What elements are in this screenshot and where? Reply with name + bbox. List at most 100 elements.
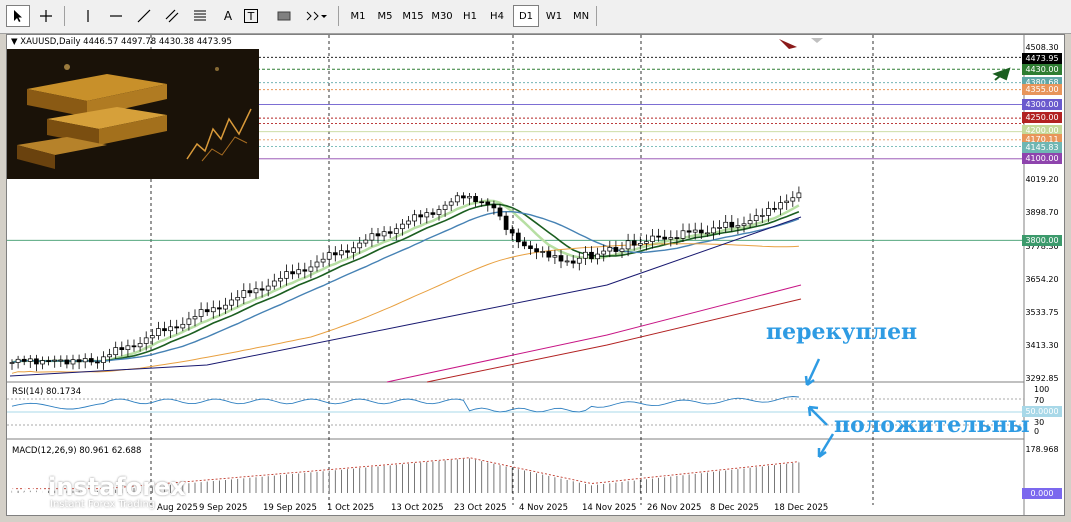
date-label: 13 Oct 2025 bbox=[391, 503, 444, 513]
label-icon[interactable]: T bbox=[244, 9, 258, 23]
candle-body bbox=[52, 359, 58, 362]
price-axis-label: 3533.75 bbox=[1025, 308, 1059, 317]
candle-body bbox=[625, 240, 631, 250]
price-axis-label: 4508.30 bbox=[1025, 43, 1059, 52]
timeframe-m15[interactable]: M15 bbox=[402, 10, 424, 22]
candle-body bbox=[717, 227, 722, 229]
candle-body bbox=[241, 290, 247, 298]
candle-body bbox=[753, 215, 759, 221]
timeframe-h1[interactable]: H1 bbox=[463, 10, 477, 22]
timeframe-m5[interactable]: M5 bbox=[377, 10, 393, 22]
shapes-icon[interactable] bbox=[302, 5, 330, 27]
candle-body bbox=[741, 223, 747, 226]
candle-body bbox=[119, 347, 125, 350]
date-label: 9 Sep 2025 bbox=[199, 503, 248, 513]
candle-body bbox=[162, 328, 167, 332]
candle-body bbox=[607, 247, 613, 252]
candle-body bbox=[503, 215, 509, 230]
collapse-triangle-icon[interactable]: ▼ bbox=[11, 37, 18, 47]
candle-body bbox=[46, 360, 51, 362]
ma-navy-line bbox=[9, 216, 802, 377]
price-tag-level: 4430.00 bbox=[1022, 64, 1062, 75]
candle-body bbox=[668, 237, 674, 240]
text-icon[interactable]: A bbox=[223, 9, 233, 23]
candle-body bbox=[631, 240, 637, 246]
candle-body bbox=[314, 261, 320, 268]
price-axis-label: 3654.20 bbox=[1025, 275, 1059, 284]
candle-body bbox=[387, 231, 393, 234]
price-tag-level: 4300.00 bbox=[1022, 99, 1062, 110]
crosshair-icon[interactable] bbox=[34, 5, 58, 27]
candle-body bbox=[662, 236, 668, 240]
rectangle-icon[interactable] bbox=[272, 5, 296, 27]
date-label: Aug 2025 bbox=[157, 503, 198, 513]
candle-body bbox=[339, 250, 344, 256]
blue-arrow-icon bbox=[807, 405, 828, 426]
price-axis-label: 3898.70 bbox=[1025, 208, 1059, 217]
candle-body bbox=[82, 358, 88, 363]
trendline-icon[interactable] bbox=[132, 5, 156, 27]
vertical-line-icon[interactable] bbox=[76, 5, 100, 27]
candle-body bbox=[491, 204, 497, 209]
candle-body bbox=[76, 359, 82, 363]
toolbar-separator bbox=[64, 6, 65, 26]
ma-red-line bbox=[426, 298, 802, 383]
candle-body bbox=[393, 228, 399, 234]
candle-body bbox=[698, 229, 704, 234]
horizontal-line-icon[interactable] bbox=[104, 5, 128, 27]
candle-body bbox=[113, 347, 119, 356]
candle-body bbox=[558, 255, 564, 262]
green-up-arrow-icon bbox=[992, 67, 1011, 81]
candle-body bbox=[650, 235, 655, 242]
candle-body bbox=[58, 359, 64, 362]
candle-body bbox=[796, 192, 802, 199]
red-down-arrow-icon bbox=[779, 39, 797, 49]
candle-body bbox=[217, 307, 222, 310]
chart-window[interactable]: ▼ XAUUSD,Daily 4446.57 4497.78 4430.38 4… bbox=[6, 34, 1065, 516]
timeframe-mn[interactable]: MN bbox=[572, 10, 590, 22]
candle-body bbox=[692, 229, 698, 233]
candle-body bbox=[204, 309, 210, 313]
candle-body bbox=[430, 212, 436, 215]
toolbar-separator bbox=[338, 6, 339, 26]
brand-name: instaforex bbox=[48, 473, 186, 501]
timeframe-d1[interactable]: D1 bbox=[513, 5, 539, 27]
candle-body bbox=[290, 271, 295, 275]
price-tag-level: 4170.11 bbox=[1022, 134, 1062, 145]
candle-body bbox=[351, 247, 356, 253]
candle-body bbox=[528, 245, 533, 249]
candle-body bbox=[107, 354, 112, 358]
rsi-line bbox=[11, 396, 799, 413]
chart-toolbar: A T M1 M5 M15 M30 H1 H4 D1 W1 MN bbox=[0, 0, 1071, 34]
cursor-icon[interactable] bbox=[6, 5, 30, 27]
candle-body bbox=[644, 241, 649, 244]
rsi-axis-label: 100 bbox=[1034, 385, 1050, 394]
price-tag-current: 4473.95 bbox=[1022, 53, 1062, 64]
price-axis-label: 3778.30 bbox=[1025, 242, 1059, 251]
candle-body bbox=[522, 241, 527, 247]
candle-body bbox=[265, 285, 271, 291]
price-tag-level: 4250.00 bbox=[1022, 112, 1062, 123]
ma-blue-line bbox=[11, 210, 800, 364]
channel-icon[interactable] bbox=[160, 5, 184, 27]
candle-body bbox=[15, 358, 21, 363]
price-axis-label: 3292.85 bbox=[1025, 374, 1059, 383]
candle-body bbox=[156, 328, 161, 336]
candle-body bbox=[778, 202, 783, 210]
candle-body bbox=[27, 358, 33, 362]
timeframe-h4[interactable]: H4 bbox=[490, 10, 504, 22]
timeframe-m30[interactable]: M30 bbox=[431, 10, 453, 22]
rsi-indicator bbox=[7, 396, 1024, 426]
timeframe-w1[interactable]: W1 bbox=[545, 10, 563, 22]
macd-indicator bbox=[11, 457, 800, 493]
fibonacci-icon[interactable] bbox=[188, 5, 212, 27]
candle-body bbox=[759, 215, 765, 217]
candle-body bbox=[125, 345, 131, 350]
candle-body bbox=[601, 250, 607, 255]
timeframe-m1[interactable]: M1 bbox=[350, 10, 366, 22]
candle-body bbox=[21, 358, 27, 362]
ma-fast-line bbox=[11, 199, 800, 364]
date-label: 14 Nov 2025 bbox=[582, 503, 637, 513]
candle-body bbox=[729, 221, 735, 228]
price-tag-level: 4355.00 bbox=[1022, 84, 1062, 95]
